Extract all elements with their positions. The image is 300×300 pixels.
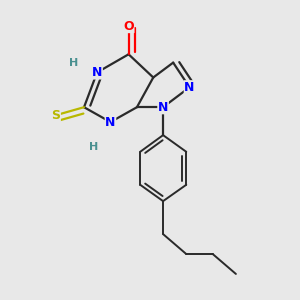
Text: O: O <box>123 20 134 33</box>
Text: H: H <box>89 142 98 152</box>
Text: S: S <box>51 109 60 122</box>
Text: N: N <box>184 81 195 94</box>
Text: N: N <box>158 101 168 114</box>
Text: N: N <box>92 66 102 79</box>
Text: H: H <box>69 58 79 68</box>
Text: N: N <box>105 116 116 129</box>
